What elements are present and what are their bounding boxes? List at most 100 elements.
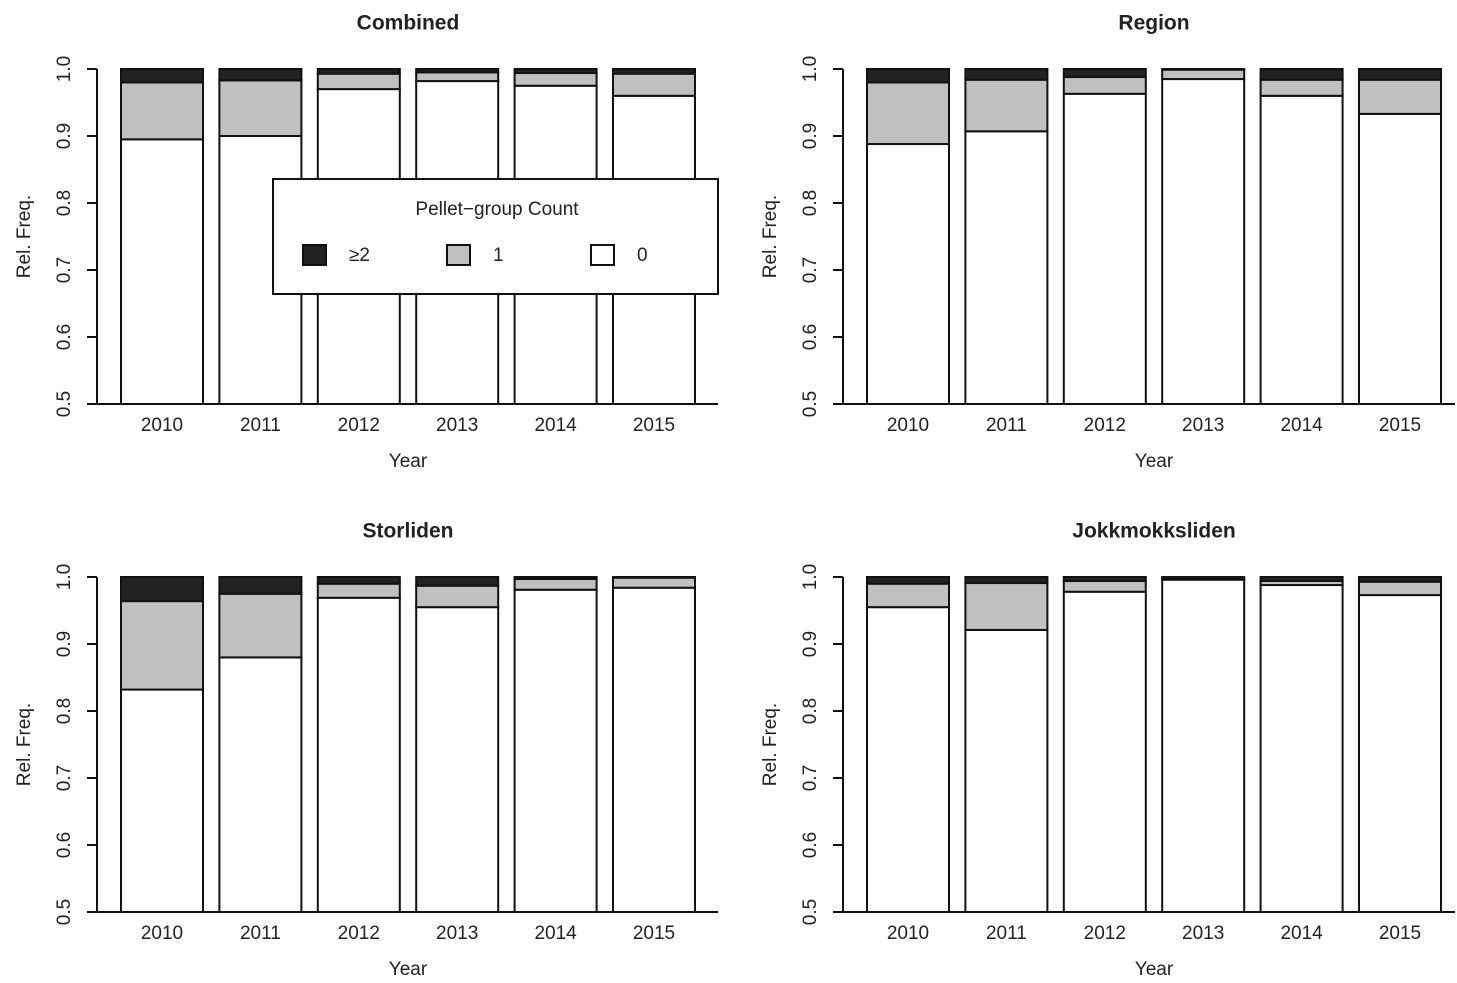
- x-tick-label: 2013: [1182, 415, 1224, 436]
- bar-segment: [1161, 68, 1246, 71]
- bar-segment: [218, 68, 303, 82]
- bar-segment: [120, 68, 204, 84]
- bar-segment: [120, 600, 204, 691]
- y-axis-label: Rel. Freq.: [14, 703, 35, 786]
- legend-swatch: [446, 244, 471, 266]
- x-tick-label: 2011: [986, 415, 1027, 436]
- bar-segment: [1161, 576, 1246, 581]
- y-tick-label: 0.5: [54, 899, 75, 925]
- panel: Jokkmokksliden Year Rel. Freq. 2010 2011 2012…: [760, 520, 1455, 980]
- bar-segment: [415, 71, 500, 83]
- bar-segment: [513, 578, 598, 591]
- x-tick-label: 2014: [534, 923, 577, 944]
- bar-segment: [120, 81, 204, 141]
- bar-segment: [218, 592, 303, 659]
- bar-segment: [513, 68, 598, 75]
- bar-segment: [1259, 584, 1344, 913]
- x-tick-label: 2014: [1280, 415, 1323, 436]
- bar-segment: [1358, 580, 1442, 597]
- bar-segment: [612, 586, 696, 913]
- bar-segment: [1358, 112, 1442, 405]
- bar-segment: [964, 130, 1049, 405]
- bar-segment: [1062, 68, 1147, 79]
- panel: Storliden Year Rel. Freq. 2010 2011 2012 2013 2…: [14, 520, 718, 980]
- x-tick-label: 2013: [1182, 923, 1224, 944]
- y-tick-label: 1.0: [800, 564, 821, 590]
- bar-segment: [1259, 94, 1344, 406]
- bar-segment: [1358, 68, 1442, 81]
- bar-segment: [415, 606, 500, 914]
- bar-segment: [1062, 576, 1147, 583]
- bar-segment: [218, 656, 303, 914]
- bar-segment: [1062, 580, 1147, 593]
- x-axis-label: Year: [389, 451, 428, 472]
- bar-segment: [316, 576, 401, 585]
- y-tick-label: 0.6: [800, 832, 821, 858]
- x-tick-label: 2015: [1379, 923, 1421, 944]
- bar-segment: [1062, 92, 1147, 405]
- bar-segment: [218, 576, 303, 595]
- legend-label: 1: [493, 245, 504, 266]
- bar-segment: [964, 582, 1049, 631]
- y-tick-label: 0.7: [800, 765, 821, 791]
- y-tick-label: 0.9: [800, 123, 821, 149]
- legend-label: ≥2: [349, 245, 370, 266]
- x-tick-label: 2012: [1084, 923, 1126, 944]
- y-tick-label: 0.5: [800, 391, 821, 417]
- x-tick-label: 2015: [1379, 415, 1421, 436]
- bar-segment: [415, 576, 500, 587]
- bar-segment: [1358, 576, 1442, 583]
- bar-segment: [866, 68, 950, 84]
- legend-swatch: [302, 244, 327, 266]
- bar-segment: [866, 582, 950, 609]
- y-tick-label: 0.6: [54, 324, 75, 350]
- x-tick-label: 2015: [633, 923, 675, 944]
- panel-title: Storliden: [362, 520, 453, 543]
- bar-segment: [120, 576, 204, 603]
- x-tick-label: 2011: [240, 415, 281, 436]
- bar-segment: [612, 68, 696, 75]
- bar-segment: [1358, 594, 1442, 914]
- bar-segment: [964, 576, 1049, 585]
- panel-title: Region: [1118, 12, 1189, 35]
- y-tick-label: 0.7: [800, 257, 821, 283]
- legend: Pellet−group Count ≥2 1 0: [272, 178, 719, 295]
- y-tick-label: 1.0: [54, 564, 75, 590]
- bar-segment: [513, 72, 598, 87]
- x-axis-label: Year: [1135, 451, 1174, 472]
- bar-segment: [316, 72, 401, 91]
- y-tick-label: 0.9: [54, 123, 75, 149]
- bar-segment: [316, 68, 401, 75]
- x-tick-label: 2012: [1084, 415, 1126, 436]
- panel: Region Year Rel. Freq. 2010 2011 2012 2013 2014…: [760, 12, 1455, 472]
- bar-segment: [1259, 576, 1344, 583]
- bar-segment: [866, 606, 950, 914]
- panel-title: Jokkmokksliden: [1072, 520, 1235, 543]
- x-tick-label: 2012: [338, 415, 380, 436]
- y-tick-label: 0.6: [54, 832, 75, 858]
- y-tick-label: 1.0: [54, 56, 75, 82]
- bar-segment: [415, 584, 500, 609]
- legend-box: [272, 178, 719, 295]
- legend-label: 0: [637, 245, 648, 266]
- bar-segment: [1161, 68, 1246, 81]
- x-tick-label: 2010: [141, 923, 183, 944]
- bar-segment: [120, 688, 204, 913]
- x-tick-label: 2010: [887, 923, 929, 944]
- y-tick-label: 0.9: [54, 631, 75, 657]
- bar-segment: [866, 143, 950, 405]
- x-tick-label: 2011: [240, 923, 281, 944]
- y-tick-label: 0.6: [800, 324, 821, 350]
- y-tick-label: 0.8: [800, 698, 821, 724]
- y-tick-label: 0.9: [800, 631, 821, 657]
- y-axis-label: Rel. Freq.: [760, 703, 781, 786]
- y-tick-label: 0.5: [800, 899, 821, 925]
- bar-segment: [1259, 68, 1344, 81]
- bar-segment: [964, 628, 1049, 913]
- x-tick-label: 2014: [534, 415, 577, 436]
- y-axis-label: Rel. Freq.: [14, 195, 35, 278]
- bar-segment: [1062, 76, 1147, 95]
- bar-segment: [964, 68, 1049, 81]
- bar-segment: [866, 81, 950, 146]
- x-tick-label: 2015: [633, 415, 675, 436]
